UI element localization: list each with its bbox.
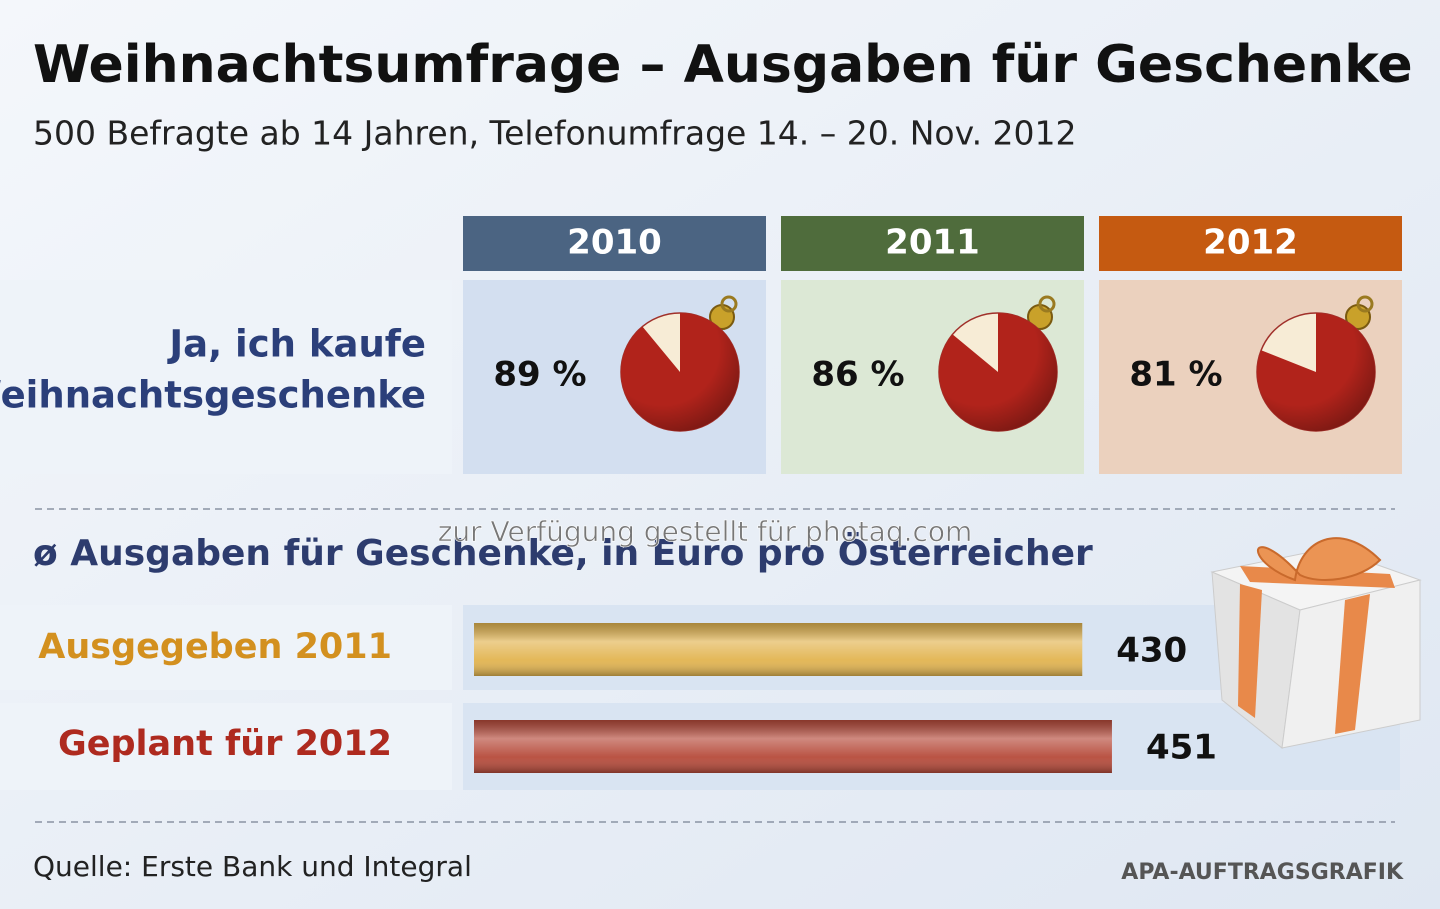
value-label: 81 % [1129,355,1222,395]
ornament-hook [1356,295,1374,313]
value-label: 430 [1116,631,1187,671]
pie-shade [621,313,739,431]
ornament-hook [720,295,738,313]
year-header [1099,216,1402,271]
gift-icon [1210,537,1422,749]
source: Quelle: Erste Bank und Integral [33,850,472,883]
bar-gloss [474,720,1112,773]
pie-shade [939,313,1057,431]
subtitle: 500 Befragte ab 14 Jahren, Telefonumfrag… [33,114,1077,153]
category-label: Ausgegeben 2011 [38,627,392,667]
section-title: ø Ausgaben für Geschenke, in Euro pro Ös… [33,532,1093,574]
ornament-hook [1038,295,1056,313]
year-label: 2012 [1203,223,1298,263]
title: Weihnachtsumfrage – Ausgaben für Geschen… [33,35,1413,95]
year-label: 2010 [567,223,662,263]
credit: APA-AUFTRAGSGRAFIK [1121,860,1404,885]
year-label: 2011 [885,223,980,263]
category-label: Geplant für 2012 [58,724,392,764]
watermark: zur Verfügung gestellt für photaq.com [438,515,973,548]
row-band [0,280,452,474]
value-label: 451 [1146,728,1217,768]
row-label: Weihnachtsgeschenke [0,374,426,417]
year-header [463,216,766,271]
row-band [0,703,452,790]
value-label: 86 % [811,355,904,395]
value-label: 89 % [493,355,586,395]
row-band [0,605,452,690]
bar-gloss [474,623,1083,676]
year-header [781,216,1084,271]
row-label: Ja, ich kaufe [166,323,426,366]
pie-shade [1257,313,1375,431]
